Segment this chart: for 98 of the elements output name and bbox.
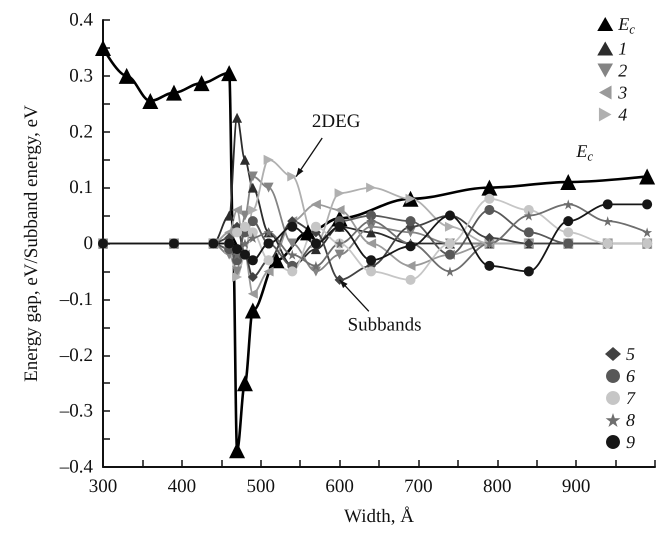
point (563, 227, 574, 238)
point (524, 210, 534, 221)
legend-label: 8 (626, 410, 635, 430)
point (232, 244, 242, 254)
y-tick-label: 0.1 (69, 177, 93, 198)
point (287, 266, 298, 276)
point (248, 272, 258, 282)
y-axis-title: Energy gap, eV/Subband energy, eV (21, 104, 42, 382)
point (95, 40, 111, 56)
point (287, 222, 298, 232)
point (264, 182, 274, 193)
point (524, 204, 534, 215)
point (484, 204, 494, 215)
point (264, 154, 274, 165)
legend-label: 9 (626, 432, 635, 452)
point (300, 224, 316, 240)
y-tick-label: 0.2 (69, 121, 93, 142)
x-tick-label: 600 (325, 476, 354, 497)
point (602, 199, 613, 210)
annotation: Subbands (348, 314, 422, 336)
x-tick-label: 800 (483, 476, 512, 497)
x-tick-label: 400 (168, 476, 196, 497)
point (563, 199, 574, 210)
point (563, 216, 574, 226)
point (366, 216, 376, 226)
point (287, 171, 298, 182)
point (444, 222, 455, 232)
point (248, 216, 258, 226)
point (248, 204, 258, 215)
point (406, 216, 416, 226)
x-tick-label: 900 (562, 476, 590, 497)
point (248, 232, 258, 243)
y-tick-label: –0.4 (58, 456, 94, 478)
point (366, 255, 376, 266)
legend-label: 6 (626, 366, 635, 386)
point (232, 204, 242, 215)
point (248, 288, 258, 299)
point (232, 272, 242, 282)
point (118, 68, 135, 84)
point (142, 93, 158, 110)
point (334, 204, 345, 215)
point (232, 266, 242, 276)
point (248, 255, 258, 266)
point (248, 171, 258, 182)
y-tick-label: 0.3 (69, 65, 93, 86)
point (287, 238, 298, 248)
point (194, 75, 210, 92)
point (366, 238, 376, 248)
point (366, 266, 376, 276)
point (642, 199, 652, 210)
point (334, 188, 345, 198)
point (287, 250, 298, 260)
point (406, 260, 416, 271)
point (406, 274, 416, 285)
point (232, 227, 242, 238)
y-tick-label: –0.3 (58, 400, 93, 422)
point (268, 252, 284, 268)
x-tick-label: 500 (246, 476, 275, 497)
annotation: 2DEG (312, 110, 361, 132)
point (310, 199, 321, 210)
point (334, 250, 345, 260)
point (366, 182, 376, 193)
legend-label: 2 (618, 60, 628, 80)
point (481, 180, 498, 196)
point (484, 232, 494, 243)
legend-label: 5 (626, 344, 635, 364)
y-tick-label: 0 (84, 233, 93, 254)
y-tick-label: –0.1 (58, 288, 93, 310)
x-tick-label: 700 (404, 476, 433, 497)
y-tick-label: 0.4 (69, 10, 94, 30)
point (642, 227, 652, 238)
point (221, 65, 238, 82)
point (524, 266, 534, 276)
point (244, 302, 261, 319)
legend-label: 3 (617, 82, 628, 102)
point (240, 238, 250, 248)
point (524, 227, 534, 238)
point (248, 182, 258, 193)
point (310, 222, 321, 232)
point (406, 241, 416, 252)
legend-label: 1 (618, 38, 628, 58)
point (166, 84, 182, 101)
legend-label: 4 (618, 104, 628, 124)
point (264, 266, 274, 276)
y-tick-label: –0.2 (58, 344, 93, 366)
point (240, 222, 250, 232)
point (560, 174, 576, 190)
point (639, 168, 656, 184)
point (224, 210, 234, 221)
point (484, 194, 494, 204)
point (240, 154, 250, 165)
point (484, 260, 494, 271)
point (236, 375, 253, 392)
x-axis-title: Width, Å (344, 506, 414, 527)
x-tick-label: 300 (88, 476, 118, 497)
point (232, 112, 242, 123)
point (366, 210, 376, 221)
legend-label: 7 (626, 388, 636, 408)
